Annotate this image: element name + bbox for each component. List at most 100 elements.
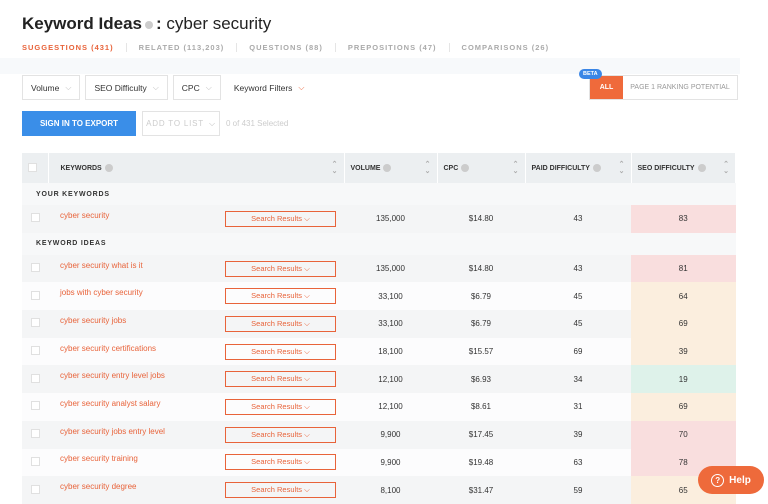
row-checkbox[interactable] <box>30 213 40 223</box>
keyword-link[interactable]: cyber security training <box>60 454 138 464</box>
selected-count: 0 of 431 Selected <box>226 119 289 128</box>
table-row: cyber security what is it Search Results … <box>22 254 736 283</box>
chevron-down-icon: ⌵ <box>65 82 72 92</box>
volume-filter[interactable]: Volume ⌵ <box>22 75 81 100</box>
paid-difficulty-cell: 69 <box>525 337 631 366</box>
sort-icon[interactable]: ⌃ ⌄ <box>512 161 519 175</box>
sign-in-export-button[interactable]: SIGN IN TO EXPORT <box>22 111 136 136</box>
keyword-link[interactable]: cyber security jobs entry level <box>60 426 165 436</box>
paid-difficulty-cell: 39 <box>525 420 631 449</box>
volume-cell: 33,100 <box>344 282 437 311</box>
table-row: cyber security jobs Search Results ⌵ 33,1… <box>22 310 736 338</box>
info-icon[interactable] <box>697 164 706 172</box>
volume-cell: 18,100 <box>344 337 437 366</box>
info-icon[interactable] <box>383 164 392 172</box>
search-results-button[interactable]: Search Results ⌵ <box>225 398 336 415</box>
seo-difficulty-filter[interactable]: SEO Difficulty ⌵ <box>85 75 168 100</box>
cpc-cell: $31.47 <box>437 476 525 504</box>
keywords-table: KEYWORDS ⌃ ⌄ VOLUME ⌃ ⌄ CPC ⌃ ⌄ PAID DIFFICULT… <box>22 153 736 504</box>
row-checkbox[interactable] <box>30 318 40 328</box>
row-checkbox[interactable] <box>30 456 40 466</box>
tab-0[interactable]: SUGGESTIONS (431) <box>22 43 127 52</box>
section-row: KEYWORD IDEAS <box>22 232 736 255</box>
help-button[interactable]: ? Help <box>698 466 764 494</box>
info-icon[interactable] <box>592 164 601 172</box>
cpc-cell: $8.61 <box>437 393 525 421</box>
info-icon[interactable] <box>104 164 113 172</box>
filters: Volume ⌵ SEO Difficulty ⌵ CPC ⌵ Keyword Fil… <box>22 75 313 100</box>
row-checkbox[interactable] <box>30 401 40 411</box>
keyword-link[interactable]: cyber security <box>60 210 110 220</box>
question-icon: ? <box>711 473 725 487</box>
select-all-checkbox[interactable] <box>28 162 37 172</box>
volume-cell: 12,100 <box>344 365 437 394</box>
all-button[interactable]: ALL <box>590 76 623 99</box>
paid-difficulty-cell: 45 <box>525 282 631 311</box>
seo-difficulty-cell: 64 <box>631 282 736 311</box>
row-checkbox[interactable] <box>30 429 40 439</box>
keyword-link[interactable]: cyber security analyst salary <box>60 398 161 408</box>
table-row: cyber security certifications Search Resu… <box>22 337 736 366</box>
tab-3[interactable]: PREPOSITIONS (47) <box>348 43 450 52</box>
table-row: cyber security analyst salary Search Resu… <box>22 393 736 421</box>
search-results-button[interactable]: Search Results ⌵ <box>225 260 336 277</box>
search-results-button[interactable]: Search Results ⌵ <box>225 426 336 443</box>
row-checkbox[interactable] <box>30 346 40 356</box>
paid-difficulty-cell: 34 <box>525 365 631 394</box>
chevron-down-icon: ⌵ <box>205 82 212 92</box>
chevron-down-icon: ⌵ <box>152 82 159 92</box>
sort-icon[interactable]: ⌃ ⌄ <box>331 161 338 175</box>
search-results-button[interactable]: Search Results ⌵ <box>225 343 336 360</box>
chevron-down-icon: ⌵ <box>208 118 216 128</box>
keyword-link[interactable]: cyber security degree <box>60 482 137 492</box>
table-row: jobs with cyber security Search Results ⌵… <box>22 282 736 311</box>
page1-ranking-button[interactable]: PAGE 1 RANKING POTENTIAL <box>630 84 730 91</box>
cpc-cell: $14.80 <box>437 205 525 233</box>
search-results-button[interactable]: Search Results ⌵ <box>225 210 336 227</box>
search-results-button[interactable]: Search Results ⌵ <box>225 482 336 499</box>
seo-difficulty-cell: 81 <box>631 254 736 283</box>
seo-difficulty-cell: 39 <box>631 337 736 366</box>
search-results-button[interactable]: Search Results ⌵ <box>225 288 336 305</box>
col-cpc[interactable]: CPC ⌃ ⌄ <box>437 153 526 183</box>
info-icon[interactable] <box>461 164 470 172</box>
keyword-link[interactable]: jobs with cyber security <box>60 288 143 298</box>
paid-difficulty-cell: 31 <box>525 393 631 421</box>
paid-difficulty-cell: 45 <box>525 310 631 338</box>
info-icon[interactable] <box>145 20 153 29</box>
sort-icon[interactable]: ⌃ ⌄ <box>723 161 729 175</box>
keyword-link[interactable]: cyber security entry level jobs <box>60 371 165 381</box>
sort-icon[interactable]: ⌃ ⌄ <box>424 161 431 175</box>
search-results-button[interactable]: Search Results ⌵ <box>225 454 336 471</box>
row-checkbox[interactable] <box>30 373 40 383</box>
keyword-link[interactable]: cyber security jobs <box>60 315 127 325</box>
row-checkbox[interactable] <box>30 290 40 300</box>
tab-4[interactable]: COMPARISONS (26) <box>461 43 550 52</box>
volume-cell: 12,100 <box>344 393 437 421</box>
table-row: cyber security training Search Results ⌵ … <box>22 448 736 477</box>
keyword-link[interactable]: cyber security certifications <box>60 343 157 353</box>
tab-2[interactable]: QUESTIONS (88) <box>249 43 336 52</box>
actions: SIGN IN TO EXPORT ADD TO LIST ⌵ 0 of 431 … <box>22 111 288 136</box>
volume-cell: 135,000 <box>344 254 437 283</box>
add-to-list-button[interactable]: ADD TO LIST ⌵ <box>142 111 220 136</box>
volume-cell: 135,000 <box>344 205 437 233</box>
sort-icon[interactable]: ⌃ ⌄ <box>618 161 625 175</box>
row-checkbox[interactable] <box>30 484 40 494</box>
col-seo-difficulty[interactable]: SEO DIFFICULTY ⌃ ⌄ <box>631 153 736 183</box>
search-results-button[interactable]: Search Results ⌵ <box>225 371 336 388</box>
paid-difficulty-cell: 43 <box>525 205 631 233</box>
cpc-cell: $6.93 <box>437 365 525 394</box>
col-keywords[interactable]: KEYWORDS ⌃ ⌄ <box>48 153 345 183</box>
keyword-link[interactable]: cyber security what is it <box>60 260 143 270</box>
cpc-cell: $19.48 <box>437 448 525 477</box>
table-row: cyber security Search Results ⌵ 135,000 $… <box>22 205 736 233</box>
tab-1[interactable]: RELATED (113,203) <box>139 43 238 52</box>
cpc-filter[interactable]: CPC ⌵ <box>172 75 221 100</box>
search-results-button[interactable]: Search Results ⌵ <box>225 315 336 332</box>
keyword-filters[interactable]: Keyword Filters ⌵ <box>225 75 313 100</box>
col-paid-difficulty[interactable]: PAID DIFFICULTY ⌃ ⌄ <box>525 153 632 183</box>
col-volume[interactable]: VOLUME ⌃ ⌄ <box>344 153 438 183</box>
volume-cell: 9,900 <box>344 448 437 477</box>
row-checkbox[interactable] <box>30 263 40 273</box>
